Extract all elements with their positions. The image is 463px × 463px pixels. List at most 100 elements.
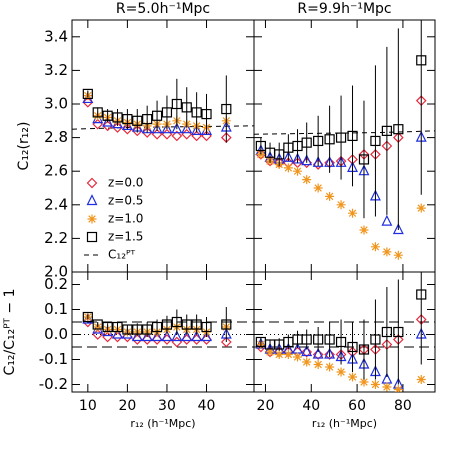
marker bbox=[191, 330, 203, 342]
plot-area bbox=[254, 20, 435, 260]
marker bbox=[335, 336, 347, 348]
y-axis-label: C₁₂(r₁₂) bbox=[16, 122, 32, 171]
legend-label: z=0.0 bbox=[108, 176, 143, 190]
marker bbox=[201, 108, 212, 120]
y-tick-label: 0.1 bbox=[44, 300, 68, 318]
marker bbox=[141, 330, 153, 342]
marker bbox=[112, 122, 123, 133]
marker bbox=[142, 114, 153, 125]
legend-label: C₁₂ᴾᵀ bbox=[108, 248, 136, 262]
marker bbox=[358, 344, 370, 355]
marker bbox=[302, 175, 312, 185]
marker bbox=[370, 135, 381, 147]
y-tick-label: 2.6 bbox=[44, 162, 68, 180]
y-tick-label: 2.8 bbox=[44, 128, 68, 146]
marker bbox=[301, 346, 313, 358]
marker bbox=[312, 349, 324, 360]
marker bbox=[301, 334, 312, 345]
legend-label: z=0.5 bbox=[108, 194, 143, 208]
marker bbox=[181, 319, 192, 330]
marker bbox=[358, 154, 370, 165]
marker bbox=[393, 385, 403, 392]
marker bbox=[112, 327, 123, 339]
marker bbox=[382, 247, 392, 257]
marker bbox=[416, 375, 426, 384]
marker bbox=[324, 347, 336, 359]
marker bbox=[313, 360, 323, 369]
marker bbox=[132, 115, 143, 126]
marker bbox=[325, 191, 335, 201]
marker bbox=[151, 122, 163, 134]
marker bbox=[292, 152, 304, 164]
x-tick-label: 40 bbox=[302, 398, 320, 414]
marker bbox=[102, 110, 113, 121]
marker bbox=[274, 350, 284, 359]
marker bbox=[313, 334, 324, 345]
y-tick-label: -0.1 bbox=[39, 350, 68, 368]
marker bbox=[335, 132, 347, 143]
marker bbox=[191, 107, 202, 118]
y-tick-label: 3.2 bbox=[44, 61, 68, 79]
marker bbox=[131, 330, 143, 342]
marker bbox=[92, 107, 103, 118]
marker bbox=[392, 223, 404, 235]
marker bbox=[324, 334, 335, 345]
y-tick-label: 2.2 bbox=[44, 229, 68, 247]
y-tick-label: 2.4 bbox=[44, 195, 68, 213]
marker bbox=[220, 336, 232, 348]
marker bbox=[131, 125, 143, 137]
marker bbox=[370, 380, 380, 389]
x-tick-label: 60 bbox=[348, 398, 366, 414]
x-tick-label: 20 bbox=[257, 398, 275, 414]
marker bbox=[255, 140, 266, 152]
marker bbox=[393, 124, 404, 135]
marker bbox=[348, 372, 358, 382]
marker bbox=[82, 96, 94, 108]
marker bbox=[151, 110, 163, 121]
marker bbox=[171, 330, 183, 342]
marker bbox=[381, 326, 392, 338]
panel-title: R=5.0h⁻¹Mpc bbox=[116, 1, 210, 17]
marker bbox=[293, 352, 303, 362]
marker bbox=[151, 321, 163, 333]
marker bbox=[181, 122, 193, 134]
marker bbox=[336, 367, 346, 377]
marker bbox=[301, 154, 313, 166]
marker bbox=[381, 214, 393, 226]
marker bbox=[370, 334, 381, 345]
plot-area bbox=[72, 307, 254, 348]
marker bbox=[313, 135, 324, 147]
y-tick-label: 0.0 bbox=[44, 325, 68, 343]
marker bbox=[282, 150, 294, 162]
marker bbox=[102, 120, 113, 132]
marker bbox=[142, 324, 153, 335]
marker bbox=[122, 114, 133, 125]
y-tick-label: 3.0 bbox=[44, 95, 68, 113]
marker bbox=[181, 334, 193, 345]
legend-marker bbox=[86, 231, 98, 243]
plot-area bbox=[72, 75, 254, 143]
x-tick-label: 20 bbox=[118, 398, 136, 414]
marker bbox=[191, 334, 202, 345]
marker bbox=[102, 115, 114, 127]
marker bbox=[359, 225, 369, 235]
marker bbox=[324, 134, 335, 145]
marker bbox=[293, 166, 303, 176]
marker bbox=[370, 242, 380, 252]
marker bbox=[171, 130, 183, 142]
marker bbox=[171, 316, 182, 328]
marker bbox=[122, 123, 133, 135]
marker bbox=[265, 347, 275, 357]
panel-frame bbox=[71, 19, 255, 273]
panel-title: R=9.9h⁻¹Mpc bbox=[297, 1, 391, 17]
marker bbox=[312, 347, 324, 359]
marker bbox=[161, 122, 173, 134]
marker bbox=[221, 319, 232, 330]
legend-marker bbox=[86, 194, 98, 206]
marker bbox=[161, 330, 173, 342]
marker bbox=[161, 334, 173, 345]
marker bbox=[382, 382, 392, 392]
marker bbox=[348, 208, 358, 218]
x-tick-label: 30 bbox=[158, 398, 176, 414]
panel-frame bbox=[253, 19, 436, 273]
